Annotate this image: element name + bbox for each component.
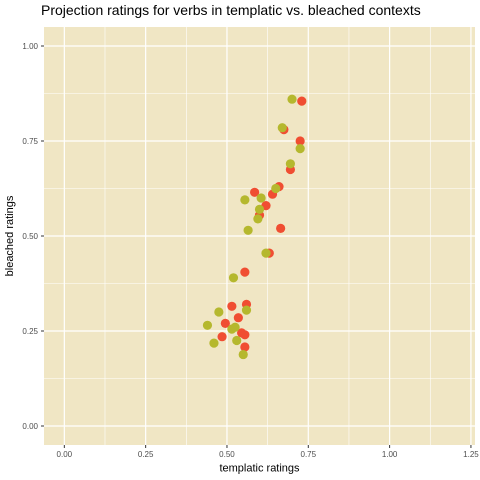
data-point-series-2 (261, 248, 271, 258)
data-point-series-2 (228, 273, 239, 283)
data-point-series-1 (240, 342, 250, 352)
data-point-series-2 (253, 214, 263, 224)
data-point-series-1 (276, 223, 286, 233)
y-tick-label: 0.50 (22, 232, 38, 241)
data-point-series-2 (209, 338, 219, 348)
data-point-series-2 (232, 335, 242, 346)
data-point-series-2 (285, 159, 296, 169)
data-point-series-1 (295, 136, 305, 146)
x-tick-label: 0.25 (138, 450, 154, 459)
data-point-series-2 (295, 144, 305, 154)
data-point-series-2 (202, 320, 213, 330)
data-point-series-1 (250, 187, 260, 197)
data-point-series-1 (220, 318, 230, 328)
x-tick-label: 1.25 (463, 450, 479, 459)
data-point-series-2 (240, 195, 250, 205)
x-tick-label: 0.00 (57, 450, 73, 459)
grid-lines (44, 27, 475, 445)
data-point-series-1 (227, 301, 237, 311)
data-points (202, 94, 307, 360)
data-point-series-2 (287, 94, 297, 104)
x-tick-label: 0.75 (301, 450, 317, 459)
data-point-series-1 (240, 330, 250, 340)
data-point-series-2 (243, 225, 253, 235)
data-point-series-2 (271, 183, 281, 194)
x-axis-title: templatic ratings (219, 463, 300, 475)
data-point-series-1 (297, 96, 307, 106)
data-point-series-1 (233, 313, 243, 323)
data-point-series-2 (254, 204, 265, 214)
chart-title: Projection ratings for verbs in templati… (41, 2, 421, 18)
data-point-series-2 (230, 322, 240, 332)
y-tick-label: 0.25 (22, 327, 38, 336)
y-tick-label: 0.00 (22, 422, 38, 431)
x-tick-label: 1.00 (382, 450, 398, 459)
data-point-series-1 (240, 267, 250, 277)
y-tick-label: 0.75 (22, 137, 38, 146)
y-tick-label: 1.00 (22, 42, 38, 51)
data-point-series-2 (256, 193, 266, 203)
x-tick-label: 0.50 (219, 450, 235, 459)
data-point-series-1 (217, 332, 227, 342)
x-axis-ticks: 0.00 0.25 0.50 0.75 1.00 1.25 (57, 445, 479, 459)
y-axis-title: bleached ratings (4, 195, 16, 276)
y-axis-ticks: 0.00 0.25 0.50 0.75 1.00 (22, 42, 44, 431)
data-point-series-2 (214, 307, 224, 317)
data-point-series-2 (238, 349, 248, 360)
data-point-series-2 (241, 305, 252, 315)
data-point-series-2 (277, 123, 287, 133)
